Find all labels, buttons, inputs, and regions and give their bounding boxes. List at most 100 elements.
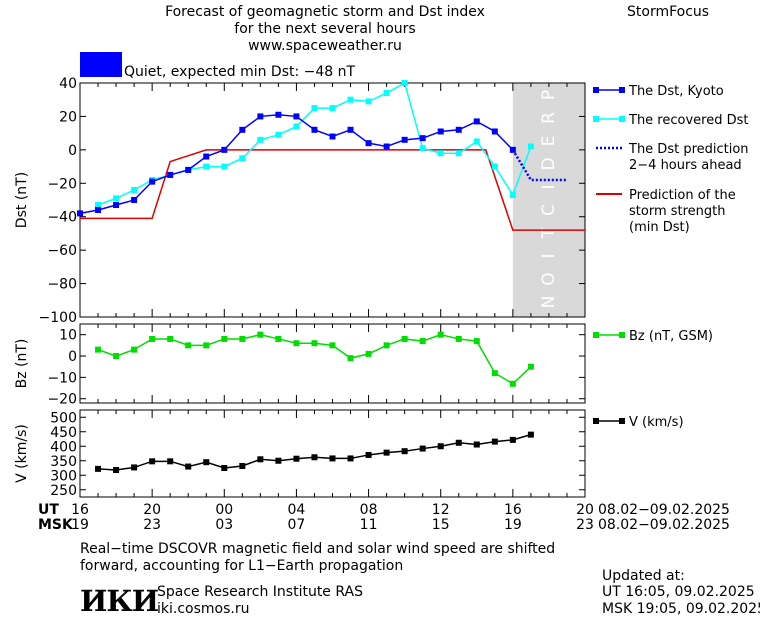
v-series-0-point [167, 458, 174, 465]
dst-series-0-point [185, 166, 192, 173]
bz-ytick-label: 10 [59, 328, 77, 344]
v-series-0-point [95, 465, 102, 472]
v-series-0-point [311, 454, 318, 461]
dst-series-0-point [383, 143, 390, 150]
v-series-0-point [257, 456, 264, 463]
dst-ytick-label: 0 [68, 143, 77, 159]
v-series-0-point [383, 449, 390, 456]
dst-ytick-label: 40 [59, 76, 77, 92]
institute-url[interactable]: iki.cosmos.ru [157, 601, 250, 617]
dst-series-0-point [77, 210, 83, 217]
v-ytick-label: 300 [50, 468, 77, 484]
dst-series-1-point [221, 163, 228, 170]
dst-series-0-point [149, 178, 156, 185]
dst-series-0-point [491, 128, 498, 135]
bz-series-0-point [365, 350, 372, 357]
dst-ytick-label: −60 [47, 243, 77, 259]
iki-logo: ИКИ [80, 584, 159, 618]
bz-series-0-point [473, 338, 480, 345]
footer-note-line-2: forward, accounting for L1−Earth propaga… [80, 558, 404, 574]
dst-series-0-point [203, 153, 210, 160]
msk-tick-label: 23 [576, 517, 594, 533]
v-series-0-point [365, 451, 372, 458]
dst-series-1-point [491, 163, 498, 170]
ut-tick-label: 00 [215, 502, 233, 518]
bz-panel-frame [79, 323, 586, 404]
ut-tick-label: 20 [143, 502, 161, 518]
v-series-0-point [455, 439, 462, 446]
dst-ytick-label: 20 [59, 109, 77, 125]
dst-series-0-point [257, 113, 264, 120]
bz-series-0-point [383, 342, 390, 349]
prediction-region [512, 83, 585, 317]
bz-series-0-point [419, 338, 426, 345]
msk-axis-label: MSK [38, 517, 73, 533]
dst-series-3-line [80, 149, 585, 231]
velocity-legend-marker [593, 418, 599, 424]
dst-series-0-point [275, 111, 282, 118]
v-ylabel: V (km/s) [14, 424, 30, 483]
v-series-0-point [131, 464, 138, 471]
updated-ut: UT 16:05, 09.02.2025 [602, 584, 755, 600]
ut-tick-label: 04 [288, 502, 306, 518]
dst-kyoto-legend-marker [619, 87, 625, 93]
v-series-0-point [347, 455, 354, 462]
dst-series-0-point [167, 171, 174, 178]
v-ytick-label: 500 [50, 410, 77, 426]
dst-series-0-point [239, 126, 246, 133]
v-series-0-point [113, 467, 120, 474]
dst-series-1-point [419, 145, 426, 152]
dst-series-0-point [401, 136, 408, 143]
msk-tick-label: 03 [215, 517, 233, 533]
dst-series-1-point [239, 155, 246, 162]
bz-series-0-point [149, 335, 156, 342]
dst-ytick-label: −40 [47, 210, 77, 226]
dst-series-1-point [455, 150, 462, 157]
storm-strength-legend-label: storm strength [629, 204, 726, 219]
institute-name: Space Research Institute RAS [157, 584, 363, 600]
ut-tick-label: 12 [432, 502, 450, 518]
dst-series-1-point [383, 90, 390, 97]
bz-series-0-point [491, 370, 498, 377]
velocity-legend-label: V (km/s) [629, 415, 684, 430]
v-series-0-point [185, 463, 192, 470]
dst-series-0-point [131, 197, 138, 203]
msk-tick-label: 11 [360, 517, 378, 533]
bz-series-0-point [167, 335, 174, 342]
status-color-swatch [80, 52, 122, 77]
dst-series-0-point [221, 146, 228, 153]
bz-ytick-label: 0 [68, 349, 77, 365]
v-series-0-point [221, 465, 228, 471]
bz-ytick-label: −10 [47, 370, 77, 386]
ut-tick-label: 16 [504, 502, 522, 518]
bz-series-0-point [95, 346, 102, 353]
dst-series-1-point [401, 80, 408, 86]
dst-series-0-point [455, 126, 462, 133]
prediction-label-char: N [539, 296, 559, 309]
dst-series-1-point [131, 186, 138, 193]
v-panel-frame [79, 409, 586, 498]
prediction-label-char: R [539, 112, 559, 124]
bz-series-0-point [239, 335, 246, 342]
v-series-0-line [97, 433, 532, 471]
dst-series-1-point [257, 136, 264, 143]
bz-series-0-point [221, 335, 228, 342]
ut-date-range: 08.02−09.02.2025 [598, 502, 730, 518]
dst-series-0-point [419, 135, 426, 142]
brand-label: StormFocus [627, 4, 710, 20]
dst-series-2-line [511, 149, 567, 182]
dst-series-1-point [527, 143, 534, 150]
dst-recovered-legend-label: The recovered Dst [628, 113, 748, 128]
chart-title-url[interactable]: www.spaceweather.ru [248, 38, 402, 54]
bz-legend-marker [593, 332, 599, 338]
velocity-legend-marker [619, 418, 625, 424]
dst-kyoto-legend-marker [593, 87, 599, 93]
bz-series-0-point [455, 335, 462, 342]
bz-series-0-point [131, 346, 138, 353]
bz-legend-label: Bz (nT, GSM) [629, 329, 713, 344]
ut-axis-label: UT [38, 502, 59, 518]
prediction-label-char: I [539, 253, 559, 258]
prediction-label-char: P [539, 90, 559, 100]
msk-tick-label: 19 [71, 517, 89, 533]
